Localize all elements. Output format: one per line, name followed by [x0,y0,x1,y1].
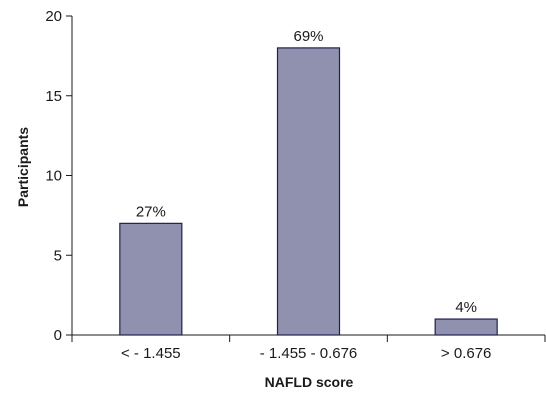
y-axis: 0 5 10 15 20 [45,8,73,344]
y-tick-label: 5 [54,247,62,264]
data-label: 27% [136,203,166,220]
bars [119,47,498,336]
x-axis: < - 1.455 - 1.455 - 0.676 > 0.676 [71,334,546,362]
y-tick-label: 10 [45,168,62,185]
x-tick-label: > 0.676 [441,345,491,362]
data-labels: 27% 69% 4% [136,28,477,316]
bar [434,318,498,336]
data-label: 4% [455,299,477,316]
bar [119,222,183,336]
y-axis-title: Participants [15,127,31,207]
x-tick-label: - 1.455 - 0.676 [260,345,358,362]
y-tick-label: 0 [54,327,62,344]
x-tick-label: < - 1.455 [121,345,181,362]
y-tick-label: 15 [45,88,62,105]
x-axis-title: NAFLD score [265,374,354,390]
bar [276,47,341,336]
data-label: 69% [293,28,323,45]
y-tick-label: 20 [45,8,62,25]
